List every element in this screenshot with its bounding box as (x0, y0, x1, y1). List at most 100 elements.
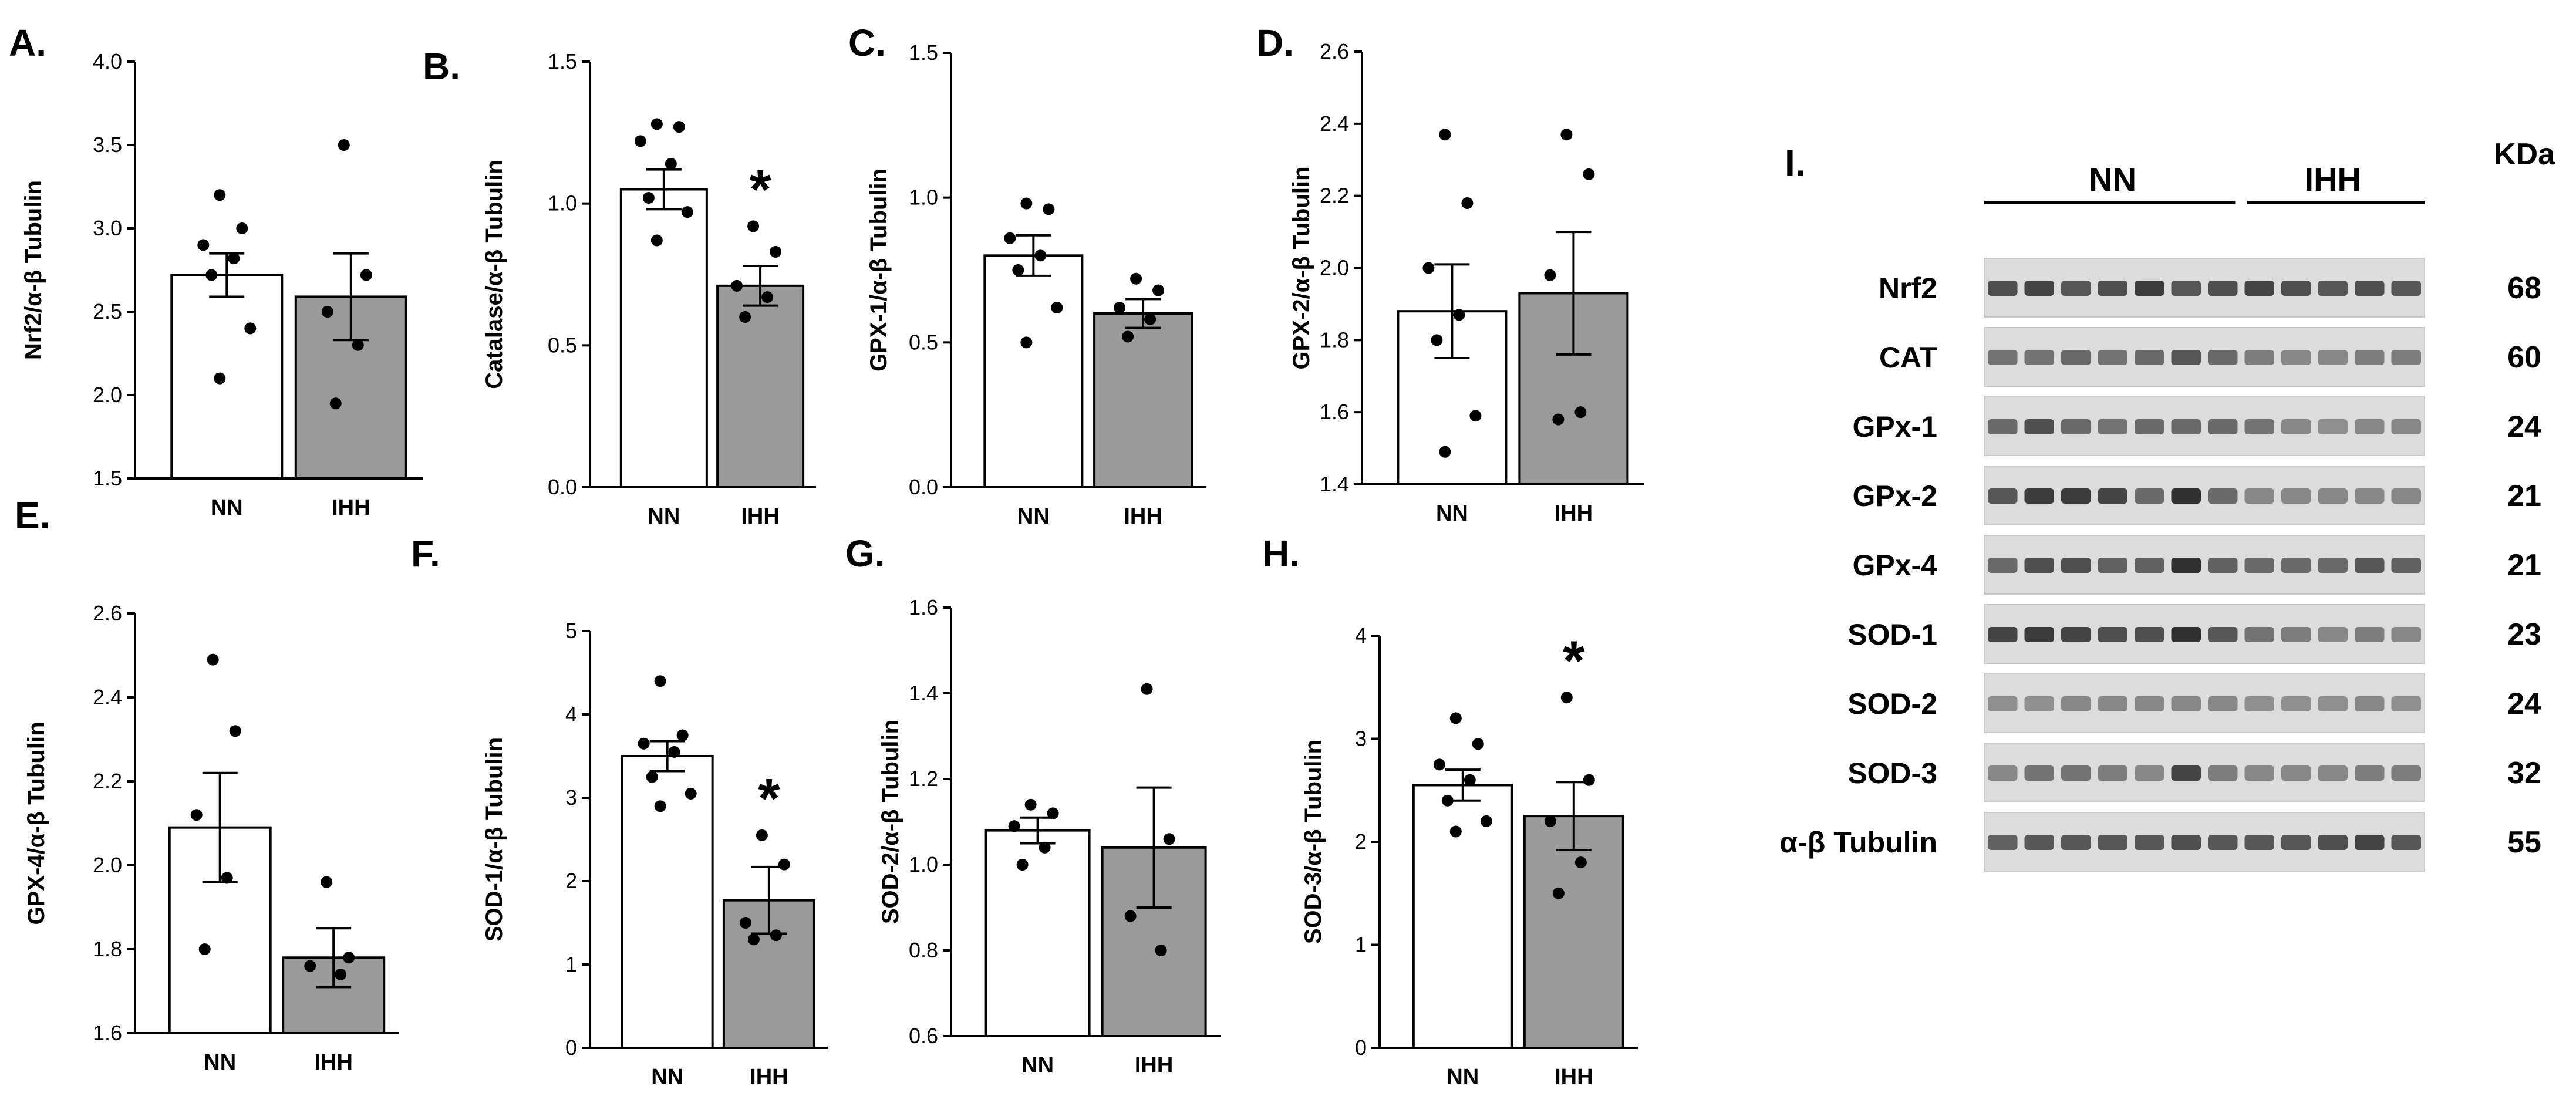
blot-kda-value: 60 (2507, 340, 2541, 375)
blot-band (2318, 488, 2348, 504)
y-tick-label: 4 (1355, 623, 1367, 647)
significance-star: * (749, 158, 771, 221)
bar-ihh (1523, 815, 1624, 1049)
y-tick-label: 3 (1355, 727, 1367, 751)
chart-panel-d: D. GPX-2/α-β Tubulin 1.4 1.6 1.8 2.0 2.2 2.4 2.6… (1256, 22, 1644, 526)
data-point (770, 245, 782, 258)
data-point (214, 372, 226, 385)
y-axis-label: Nrf2/α-β Tubulin (21, 180, 46, 360)
data-point (1574, 406, 1587, 419)
data-point (1016, 859, 1029, 871)
blot-band (2208, 419, 2238, 434)
blot-band (2024, 281, 2054, 296)
data-point (229, 725, 241, 737)
panel-letter: B. (423, 45, 460, 87)
data-point (1431, 334, 1443, 346)
data-point (244, 322, 257, 335)
data-point (761, 291, 774, 303)
blot-strip (1984, 673, 2425, 733)
blot-band (2171, 488, 2201, 504)
blot-band (2318, 281, 2348, 296)
data-point (685, 787, 697, 800)
blot-band (2244, 419, 2274, 434)
bar-ihh (1093, 312, 1193, 488)
blot-band (2061, 765, 2091, 781)
data-point (1469, 410, 1482, 422)
blot-band (2318, 350, 2348, 365)
x-category-label: NN (651, 1065, 683, 1090)
blot-band (2208, 488, 2238, 504)
blot-band (2061, 281, 2091, 296)
blot-band (2281, 350, 2311, 365)
data-point (1574, 856, 1587, 869)
blot-row-label: SOD-1 (1847, 618, 1937, 651)
blot-band (2355, 350, 2385, 365)
blot-band (2391, 419, 2421, 434)
blot-band (2391, 488, 2421, 504)
blot-band (2391, 627, 2421, 642)
x-category-label: IHH (332, 495, 370, 520)
data-point (1155, 945, 1167, 956)
blot-row: SOD-2 24 (1847, 673, 2541, 733)
y-tick-label: 1.8 (93, 937, 122, 961)
kda-header: KDa (2494, 137, 2555, 171)
blot-strip (1984, 604, 2425, 664)
blot-band (2318, 765, 2348, 781)
data-point (1439, 129, 1451, 141)
data-point (668, 746, 680, 758)
blot-row-label: Nrf2 (1879, 272, 1937, 305)
x-category-label: IHH (1555, 501, 1593, 526)
blot-band (2171, 627, 2201, 642)
group-label-nn: NN (2089, 161, 2136, 198)
blot-band (2061, 835, 2091, 850)
chart-panel-a: A. Nrf2/α-β Tubulin 1.5 2.0 2.5 3.0 3.5 4.0 NN IH… (9, 22, 423, 520)
blot-row-label: GPx-1 (1852, 410, 1937, 443)
data-point (1130, 272, 1142, 285)
chart-panel-h: H. SOD-3/α-β Tubulin 0 1 2 3 4 NN IHH * (1262, 532, 1638, 1090)
blot-band (2061, 350, 2091, 365)
data-point (1583, 774, 1595, 786)
data-point (1047, 807, 1059, 819)
y-tick-label: 1.6 (1320, 400, 1349, 424)
blot-band (2171, 419, 2201, 434)
y-tick-label: 0.0 (909, 475, 938, 499)
blot-strip (1984, 258, 2425, 318)
data-point (343, 952, 355, 964)
data-point (1004, 232, 1016, 244)
blot-band (2135, 765, 2164, 781)
y-tick-label: 1.5 (93, 466, 122, 490)
x-category-label: NN (648, 504, 680, 529)
data-point (731, 279, 743, 292)
data-point (1163, 833, 1175, 845)
significance-star: * (1563, 629, 1585, 692)
blot-band (2171, 765, 2201, 781)
bar-nn (1412, 784, 1513, 1049)
blot-strip (1984, 535, 2425, 595)
blot-band (2135, 281, 2164, 296)
data-point (673, 121, 685, 133)
blot-band (2355, 765, 2385, 781)
blot-band (2024, 488, 2054, 504)
blot-band (2208, 696, 2238, 711)
data-point (665, 158, 677, 170)
blot-band (2355, 488, 2385, 504)
blot-band (2208, 558, 2238, 573)
data-point (1552, 413, 1565, 426)
blot-band (2024, 627, 2054, 642)
data-point (304, 960, 316, 972)
data-point (646, 771, 658, 783)
data-point (1544, 269, 1556, 281)
blot-band (2355, 558, 2385, 573)
y-tick-label: 3 (565, 785, 577, 810)
data-point (1472, 738, 1484, 750)
blot-band (2391, 281, 2421, 296)
chart-panel-e: E. GPX-4/α-β Tubulin 1.6 1.8 2.0 2.2 2.4 2.6 NN I… (15, 494, 399, 1075)
group-label-ihh: IHH (2305, 161, 2361, 198)
blot-band (2244, 627, 2274, 642)
data-point (1453, 309, 1465, 321)
chart-panel-g: G. SOD-2/α-β Tubulin 0.6 0.8 1.0 1.2 1.4 1.6 NN I… (845, 532, 1221, 1078)
blot-band (2391, 558, 2421, 573)
data-point (1560, 129, 1573, 141)
blot-strip (1984, 327, 2425, 387)
blot-band (2281, 281, 2311, 296)
